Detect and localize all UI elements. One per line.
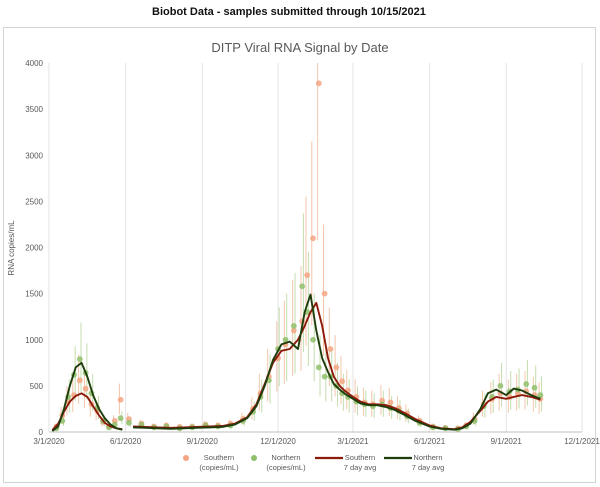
northern-point [321, 373, 328, 380]
northern-point [523, 381, 530, 387]
x-tick-label: 9/1/2021 [491, 437, 523, 446]
southern-point [290, 327, 297, 334]
y-tick-label: 0 [39, 428, 44, 437]
northern-point [290, 323, 297, 329]
northern-point [310, 336, 316, 343]
y-tick-label: 2000 [25, 244, 43, 253]
legend-label-northern-avg-line2: 7 day avg [412, 463, 445, 472]
error-bars [54, 63, 543, 431]
northern-point [497, 382, 504, 389]
y-axis-label: RNA copies/mL [7, 220, 16, 276]
x-tick-label: 9/1/2020 [187, 437, 219, 446]
northern-point [282, 336, 289, 343]
southern-point [333, 364, 340, 371]
x-tick-label: 3/1/2021 [337, 437, 369, 446]
legend-label-southern-avg-line1: Southern [345, 453, 375, 462]
southern-point [82, 385, 89, 392]
southern-point [76, 377, 83, 384]
x-tick-label: 12/1/2020 [260, 437, 296, 446]
northern-point [315, 364, 322, 371]
northern-point [117, 415, 124, 422]
legend-label-northern-avg-line1: Northern [413, 453, 442, 462]
chart-title: DITP Viral RNA Signal by Date [211, 40, 388, 55]
grid-lines [48, 63, 583, 432]
legend-marker-northern [251, 455, 257, 461]
average-lines [51, 293, 541, 432]
y-tick-label: 2500 [25, 197, 43, 206]
southern-point [321, 290, 328, 297]
legend-label-southern-line2: (copies/mL) [199, 463, 239, 472]
southern-point [304, 272, 311, 279]
page-header: Biobot Data - samples submitted through … [152, 6, 426, 18]
data-points [53, 80, 544, 433]
legend-label-northern-line1: Northern [271, 453, 300, 462]
southern-point [339, 378, 346, 385]
northern-point [126, 419, 132, 426]
x-tick-label: 3/1/2020 [33, 437, 65, 446]
northern-point [299, 283, 306, 290]
legend-label-southern-avg-line2: 7 day avg [344, 463, 377, 472]
southern-point [117, 396, 124, 403]
legend-marker-southern [183, 455, 189, 461]
northern-avg-line [51, 293, 541, 432]
y-tick-label: 3000 [25, 151, 43, 160]
legend: Southern (copies/mL) Northern (copies/mL… [183, 453, 444, 472]
y-tick-label: 4000 [25, 59, 43, 68]
legend-label-southern-line1: Southern [204, 453, 234, 462]
x-tick-label: 12/1/2021 [564, 437, 600, 446]
southern-point [387, 399, 394, 406]
southern-point [310, 235, 316, 242]
legend-label-northern-line2: (copies/mL) [266, 463, 306, 472]
northern-point [531, 384, 538, 391]
northern-point [76, 356, 83, 363]
x-tick-label: 6/1/2020 [110, 437, 142, 446]
y-tick-label: 500 [30, 382, 44, 391]
x-tick-labels: 3/1/2020 6/1/2020 9/1/2020 12/1/2020 3/1/202… [33, 437, 600, 446]
y-tick-labels: 0 500 1000 1500 2000 2500 3000 3500 4000 [25, 59, 43, 437]
southern-point [315, 80, 322, 87]
southern-point [327, 346, 334, 352]
x-tick-label: 6/1/2021 [414, 437, 446, 446]
northern-point [537, 392, 544, 398]
y-tick-label: 1000 [25, 336, 43, 345]
chart-frame [3, 27, 596, 483]
y-tick-label: 1500 [25, 290, 43, 299]
y-tick-label: 3500 [25, 105, 43, 114]
